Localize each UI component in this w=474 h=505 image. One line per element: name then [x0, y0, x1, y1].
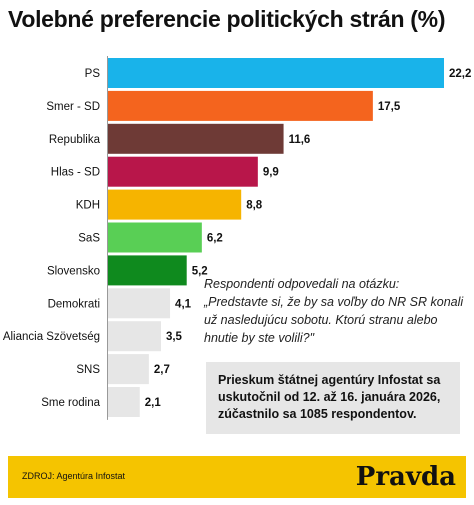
value-label: 11,6 — [289, 134, 311, 146]
category-label: SNS — [76, 364, 100, 376]
pravda-logo: Pravda — [355, 462, 456, 492]
bar — [108, 156, 258, 187]
value-label: 3,5 — [166, 331, 183, 343]
category-label: KDH — [76, 200, 100, 212]
chart-title: Volebné preferencie politických strán (%… — [8, 6, 446, 32]
value-label: 4,1 — [175, 298, 192, 310]
value-label: 2,7 — [154, 364, 170, 376]
value-label: 6,2 — [207, 233, 223, 245]
category-label: Slovensko — [47, 265, 100, 277]
bar — [108, 321, 161, 352]
category-label: Hlas - SD — [51, 167, 100, 179]
value-label: 17,5 — [378, 101, 401, 113]
bar — [108, 354, 149, 385]
category-label: PS — [85, 68, 101, 80]
bar-chart: PS 22,2 Smer - SD 17,5 Republika 11,6 Hlas - S… — [3, 56, 471, 420]
bar — [108, 123, 284, 154]
category-label: Aliancia Szövetség — [3, 331, 100, 343]
bar — [108, 189, 242, 220]
bar — [108, 255, 187, 286]
category-label: Sme rodina — [41, 397, 100, 409]
category-label: Demokrati — [48, 298, 100, 310]
survey-info-box: Prieskum štátnej agentúry Infostat sa us… — [206, 362, 460, 434]
value-label: 9,9 — [263, 167, 279, 179]
value-label: 8,8 — [246, 200, 263, 212]
footer-bar: ZDROJ: Agentúra Infostat Pravda — [8, 456, 466, 498]
category-label: Republika — [49, 134, 101, 146]
value-label: 22,2 — [449, 68, 471, 80]
bar — [108, 222, 202, 253]
question-note: Respondenti odpovedali na otázku: „Preds… — [204, 277, 464, 345]
category-label: SaS — [78, 233, 100, 245]
category-label: Smer - SD — [46, 101, 100, 113]
value-label: 2,1 — [145, 397, 162, 409]
source-label: ZDROJ: Agentúra Infostat — [22, 471, 126, 481]
bar — [108, 90, 373, 121]
bar — [108, 58, 444, 88]
bar — [108, 387, 140, 417]
value-label: 5,2 — [192, 265, 208, 277]
bar — [108, 288, 171, 319]
survey-info-text: Prieskum štátnej agentúry Infostat sa us… — [218, 373, 441, 421]
